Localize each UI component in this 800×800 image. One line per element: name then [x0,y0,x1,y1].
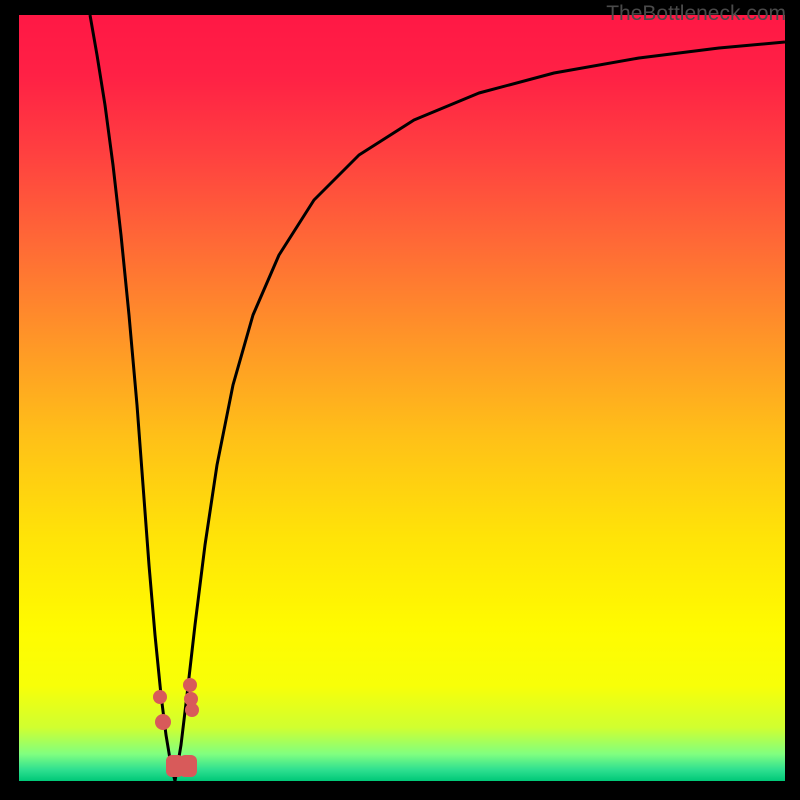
marker-point [185,703,199,717]
watermark-text: TheBottleneck.com [606,2,786,26]
data-markers [153,678,199,777]
marker-point [183,678,197,692]
plot-area [19,15,785,781]
bottleneck-curve [90,15,785,781]
marker-point [153,690,167,704]
marker-point [155,714,171,730]
chart-container: TheBottleneck.com [0,0,800,800]
curve-layer [19,15,785,781]
marker-point [179,755,197,777]
